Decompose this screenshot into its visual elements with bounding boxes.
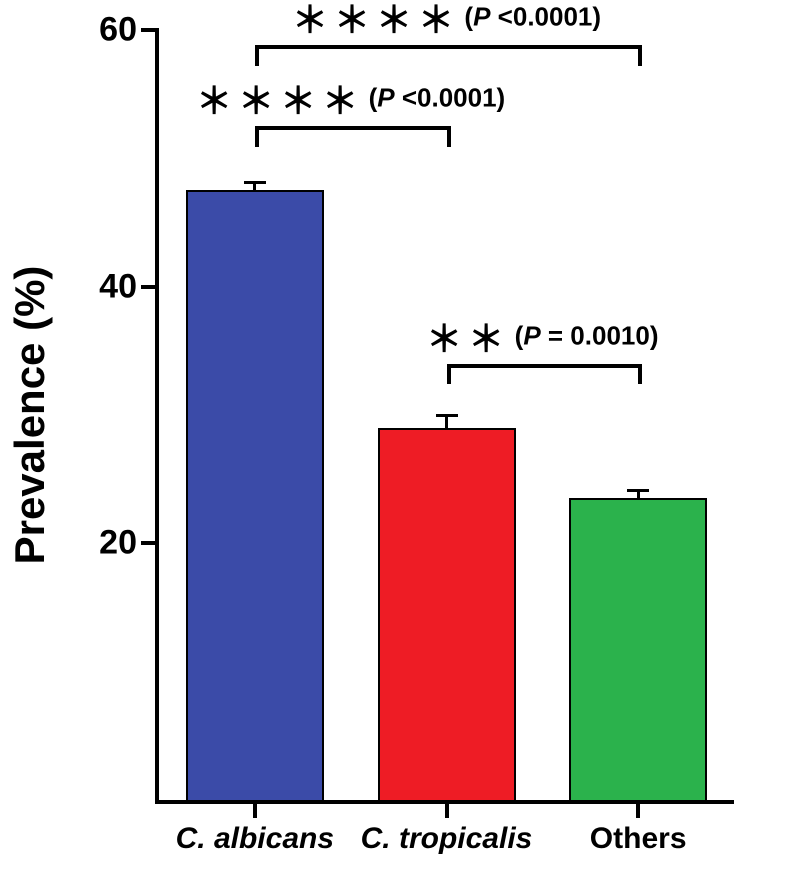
y-tick-label: 40: [99, 267, 137, 306]
y-tick: [141, 285, 159, 289]
sig-bracket-v: [255, 126, 259, 147]
y-tick-label: 60: [99, 11, 137, 50]
y-axis-label: Prevalence (%): [6, 266, 54, 565]
sig-bracket-v: [447, 126, 451, 147]
y-tick: [141, 28, 159, 32]
bar: [378, 428, 516, 800]
error-cap: [627, 489, 649, 492]
y-tick-label: 20: [99, 524, 137, 563]
x-tick: [445, 800, 449, 818]
sig-bracket-v: [447, 364, 451, 385]
x-tick-label: Others: [590, 822, 687, 856]
sig-bracket-h: [255, 45, 642, 49]
sig-label: ＊＊＊＊ (P <0.0001): [292, 0, 601, 43]
chart-root: Prevalence (%) 204060C. albicansC. tropi…: [0, 0, 800, 883]
x-tick: [636, 800, 640, 818]
bar: [186, 190, 324, 800]
sig-bracket-v: [638, 364, 642, 385]
error-cap: [436, 414, 458, 417]
error-bar: [445, 415, 448, 428]
bar: [569, 498, 707, 800]
error-cap: [244, 181, 266, 184]
x-tick-label: C. tropicalis: [361, 822, 533, 856]
plot-area: 204060C. albicansC. tropicalisOthers＊＊＊＊…: [155, 30, 734, 804]
sig-bracket-h: [447, 364, 643, 368]
sig-label: ＊＊＊＊ (P <0.0001): [196, 72, 505, 124]
x-tick: [253, 800, 257, 818]
y-tick: [141, 541, 159, 545]
sig-bracket-v: [638, 45, 642, 66]
sig-bracket-h: [255, 126, 451, 130]
sig-label: ＊＊ (P = 0.0010): [426, 310, 658, 362]
sig-bracket-v: [255, 45, 259, 66]
x-tick-label: C. albicans: [176, 822, 334, 856]
